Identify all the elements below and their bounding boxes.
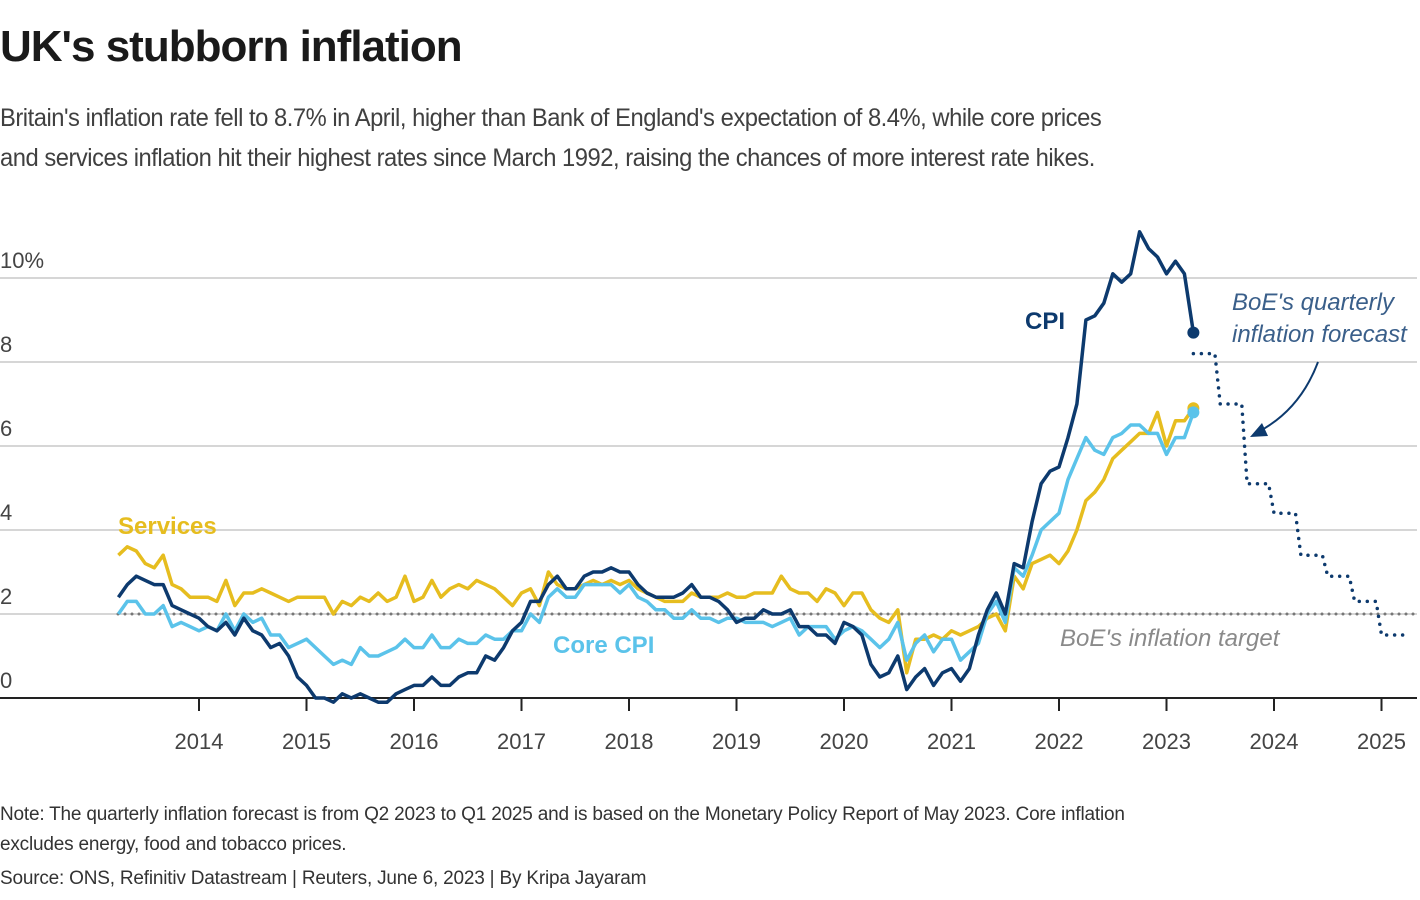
series-line-cpi: [116, 230, 1196, 704]
series-label-cpi: CPI: [1025, 308, 1065, 335]
chart-title: UK's stubborn inflation: [0, 22, 463, 71]
forecast-label-line-2: inflation forecast: [1232, 321, 1408, 348]
x-tick-label: 2018: [605, 729, 654, 754]
note-line-2: excludes energy, food and tobacco prices…: [0, 834, 347, 855]
x-tick-label: 2017: [497, 729, 546, 754]
subtitle-line-1: Britain's inflation rate fell to 8.7% in…: [0, 104, 1102, 132]
series-endpoint: [1187, 406, 1200, 419]
y-tick-label: 10%: [0, 248, 44, 273]
y-tick-label: 8: [0, 332, 12, 357]
x-tick-label: 2019: [712, 729, 761, 754]
forecast-label-line-1: BoE's quarterly: [1232, 289, 1396, 316]
series-line-services: [117, 407, 1195, 675]
forecast-line: [1191, 351, 1405, 637]
series-line-core-cpi: [116, 411, 1196, 667]
x-tick-label: 2016: [390, 729, 439, 754]
source-line: Source: ONS, Refinitiv Datastream | Reut…: [0, 868, 647, 889]
y-tick-label: 4: [0, 500, 12, 525]
x-tick-label: 2020: [820, 729, 869, 754]
note-line-1: Note: The quarterly inflation forecast i…: [0, 804, 1125, 825]
x-tick-label: 2015: [282, 729, 331, 754]
y-tick-label: 0: [0, 668, 12, 693]
forecast-arrow: [1257, 361, 1319, 433]
series-label-core-cpi: Core CPI: [553, 632, 654, 659]
x-tick-label: 2025: [1357, 729, 1406, 754]
y-tick-label: 2: [0, 584, 12, 609]
forecast-arrowhead-icon: [1250, 423, 1268, 437]
x-tick-label: 2024: [1250, 729, 1299, 754]
x-tick-label: 2014: [175, 729, 224, 754]
series-label-services: Services: [118, 513, 217, 540]
subtitle-line-2: and services inflation hit their highest…: [0, 144, 1095, 172]
target-label: BoE's inflation target: [1060, 625, 1281, 652]
x-tick-label: 2021: [927, 729, 976, 754]
x-tick-label: 2023: [1142, 729, 1191, 754]
series-endpoint: [1187, 326, 1200, 339]
x-tick-label: 2022: [1035, 729, 1084, 754]
y-tick-label: 6: [0, 416, 12, 441]
